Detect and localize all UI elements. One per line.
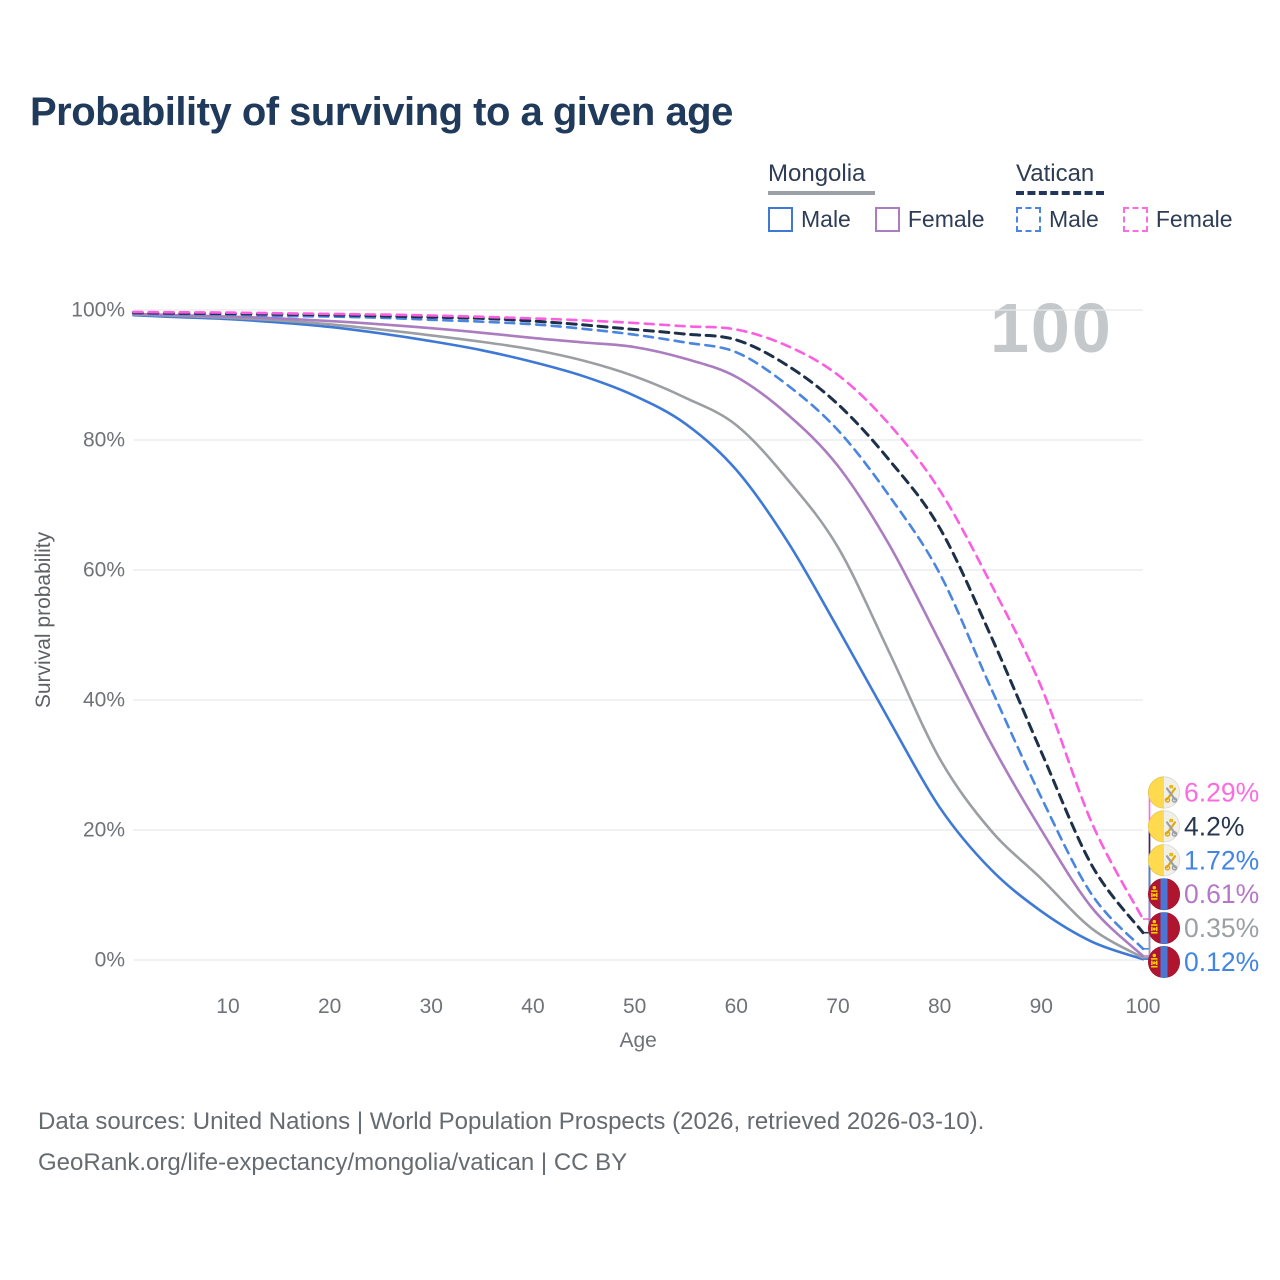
legend-linestyle-sample	[1016, 191, 1104, 195]
legend-country-label: Vatican	[1016, 160, 1095, 187]
mongolia-flag-icon	[1148, 912, 1180, 945]
legend-item-label: Female	[907, 206, 985, 232]
legend-item-mongolia-female[interactable]: Female	[874, 206, 985, 233]
x-tick-label: 30	[420, 995, 443, 1018]
end-label-vatican-female: 6.29%	[1143, 776, 1259, 920]
x-tick-label: 20	[318, 995, 341, 1018]
x-tick-label: 60	[725, 995, 748, 1018]
legend-group-mongolia: Mongolia Male Female	[768, 160, 1009, 233]
end-label-mongolia-female: 0.61%	[1143, 878, 1259, 957]
end-label-vatican-male: 1.72%	[1143, 844, 1259, 950]
end-label-value: 0.35%	[1184, 913, 1259, 943]
legend-item-mongolia-male[interactable]: Male	[768, 206, 851, 233]
x-tick-label: 80	[928, 995, 951, 1018]
legend-item-label: Male	[1049, 206, 1099, 232]
vatican-flag-icon	[1148, 776, 1180, 809]
legend-swatch-icon	[874, 207, 900, 232]
y-axis-title: Survival probability	[32, 531, 55, 709]
curve-mongolia-female[interactable]	[132, 312, 1145, 958]
end-label-vatican-both: 4.2%	[1143, 810, 1244, 934]
legend-item-label: Male	[801, 206, 851, 232]
vatican-flag-icon	[1148, 810, 1180, 843]
footer: Data sources: United Nations | World Pop…	[38, 1102, 984, 1184]
legend-group-vatican: Vatican Male Female	[1016, 160, 1257, 233]
x-axis-title: Age	[620, 1029, 657, 1052]
end-label-value: 0.12%	[1184, 947, 1259, 977]
end-label-mongolia-male: 0.12%	[1143, 945, 1259, 979]
curve-vatican-female[interactable]	[132, 310, 1145, 921]
legend-linestyle-sample	[768, 191, 875, 195]
y-tick-label: 40%	[83, 689, 125, 712]
y-tick-label: 20%	[83, 819, 125, 842]
curve-mongolia-both[interactable]	[132, 313, 1145, 959]
legend-item-vatican-female[interactable]: Female	[1122, 206, 1233, 233]
end-label-value: 6.29%	[1184, 778, 1259, 808]
end-label-value: 4.2%	[1184, 811, 1244, 841]
curve-vatican-male[interactable]	[132, 312, 1145, 951]
y-tick-label: 60%	[83, 559, 125, 582]
leader-line	[1143, 825, 1154, 934]
x-tick-label: 100	[1125, 995, 1160, 1018]
end-label-value: 1.72%	[1184, 845, 1259, 875]
legend-swatch-icon	[1016, 207, 1041, 232]
legend-item-vatican-male[interactable]: Male	[1016, 206, 1099, 233]
legend-swatch-icon	[1122, 207, 1148, 232]
curve-mongolia-male[interactable]	[132, 313, 1145, 961]
x-tick-label: 70	[826, 995, 849, 1018]
legend-country-label: Mongolia	[768, 160, 866, 187]
x-tick-label: 90	[1030, 995, 1053, 1018]
age-watermark: 100	[990, 289, 1113, 367]
legend-swatch-icon	[768, 207, 793, 232]
legend-item-label: Female	[1155, 206, 1233, 232]
page-title: Probability of surviving to a given age	[30, 90, 733, 134]
vatican-flag-icon	[1148, 844, 1180, 877]
x-tick-label: 40	[521, 995, 544, 1018]
end-label-mongolia-both: 0.35%	[1143, 911, 1259, 959]
mongolia-flag-icon	[1148, 878, 1180, 911]
end-label-value: 0.61%	[1184, 879, 1259, 909]
mongolia-flag-icon	[1148, 946, 1180, 978]
x-tick-label: 50	[623, 995, 646, 1018]
curve-vatican-both[interactable]	[131, 311, 1145, 935]
footer-datasource-line: Data sources: United Nations | World Pop…	[38, 1108, 985, 1135]
y-tick-label: 100%	[71, 299, 125, 322]
footer-attribution-line: GeoRank.org/life-expectancy/mongolia/vat…	[38, 1148, 628, 1176]
y-tick-label: 80%	[83, 429, 125, 452]
y-tick-label: 0%	[95, 949, 125, 972]
x-tick-label: 10	[216, 995, 239, 1018]
